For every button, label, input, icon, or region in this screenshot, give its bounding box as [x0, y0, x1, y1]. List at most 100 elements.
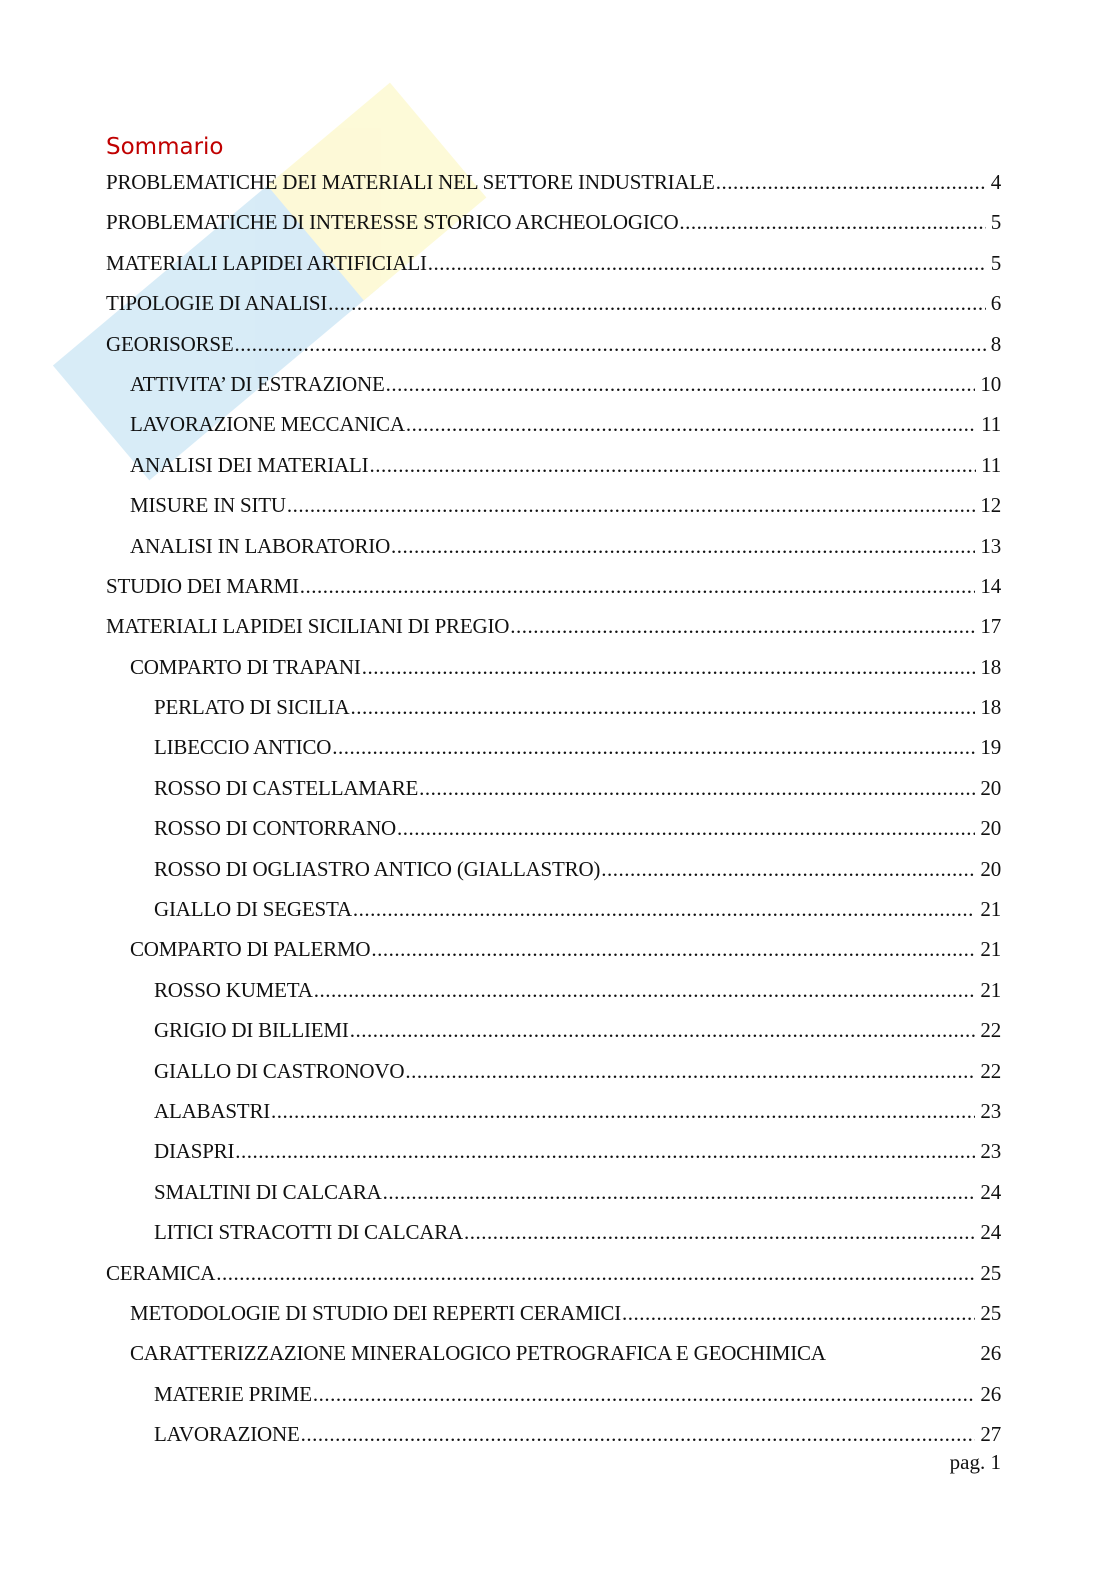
toc-entry-page: 17: [980, 614, 1001, 639]
dot-leader: [716, 170, 986, 195]
toc-entry-label: ROSSO KUMETA: [154, 977, 313, 1002]
toc-entry-page: 22: [980, 1058, 1001, 1083]
dot-leader: [300, 574, 976, 599]
toc-entry-page: 5: [990, 210, 1002, 235]
toc-entry[interactable]: MATERIALI LAPIDEI ARTIFICIALI 5: [106, 251, 1001, 291]
toc-entry[interactable]: LAVORAZIONE 27: [106, 1422, 1001, 1462]
toc-entry[interactable]: TIPOLOGIE DI ANALISI 6: [106, 291, 1001, 331]
toc-entry[interactable]: GRIGIO DI BILLIEMI 22: [106, 1018, 1001, 1058]
toc-entry-label: ROSSO DI CONTORRANO: [154, 816, 397, 841]
dot-leader: [391, 534, 975, 559]
dot-leader: [397, 816, 975, 841]
dot-leader: [235, 332, 986, 357]
toc-entry-label: METODOLOGIE DI STUDIO DEI REPERTI CERAMI…: [130, 1300, 621, 1325]
toc-entry-label: CARATTERIZZAZIONE MINERALOGICO PETROGRAF…: [130, 1341, 826, 1366]
dot-leader: [510, 614, 975, 639]
toc-entry-label: ALABASTRI: [154, 1098, 271, 1123]
toc-entry[interactable]: MATERIALI LAPIDEI SICILIANI DI PREGIO 17: [106, 614, 1001, 654]
toc-entry[interactable]: LITICI STRACOTTI DI CALCARA 24: [106, 1220, 1001, 1260]
dot-leader: [679, 210, 985, 235]
toc-entry-page: 6: [990, 291, 1002, 316]
dot-leader: [406, 412, 976, 437]
toc-entry-label: SMALTINI DI CALCARA: [154, 1179, 382, 1204]
toc-entry-label: STUDIO DEI MARMI: [106, 573, 299, 598]
toc-entry[interactable]: LIBECCIO ANTICO 19: [106, 735, 1001, 775]
toc-entry-label: PERLATO DI SICILIA: [154, 695, 350, 720]
dot-leader: [271, 1099, 975, 1124]
toc-entry[interactable]: PROBLEMATICHE DI INTERESSE STORICO ARCHE…: [106, 210, 1001, 250]
toc-entry-page: 8: [990, 331, 1002, 356]
dot-leader: [235, 1139, 975, 1164]
dot-leader: [351, 695, 976, 720]
toc-entry-label: PROBLEMATICHE DI INTERESSE STORICO ARCHE…: [106, 210, 679, 235]
dot-leader: [383, 1180, 976, 1205]
page-number: pag. 1: [949, 1450, 1001, 1474]
toc-entry[interactable]: METODOLOGIE DI STUDIO DEI REPERTI CERAMI…: [106, 1301, 1001, 1341]
toc-entry[interactable]: ANALISI IN LABORATORIO 13: [106, 534, 1001, 574]
toc-entry[interactable]: DIASPRI 23: [106, 1139, 1001, 1179]
toc-entry[interactable]: ROSSO KUMETA 21: [106, 978, 1001, 1018]
toc-entry-label: DIASPRI: [154, 1139, 235, 1164]
toc-entry-label: CERAMICA: [106, 1260, 216, 1285]
toc-entry[interactable]: ANALISI DEI MATERIALI 11: [106, 453, 1001, 493]
toc-entry[interactable]: LAVORAZIONE MECCANICA 11: [106, 412, 1001, 452]
toc-entry-page: 21: [980, 977, 1001, 1002]
toc-entry[interactable]: GIALLO DI SEGESTA 21: [106, 897, 1001, 937]
dot-leader: [216, 1261, 975, 1286]
toc-entry-page: 19: [980, 735, 1001, 760]
dot-leader: [314, 978, 976, 1003]
toc-entry-page: 11: [981, 412, 1001, 437]
toc-entry[interactable]: CARATTERIZZAZIONE MINERALOGICO PETROGRAF…: [106, 1341, 1001, 1381]
toc-entry[interactable]: PERLATO DI SICILIA 18: [106, 695, 1001, 735]
toc-entry-page: 5: [990, 250, 1002, 275]
toc-entry[interactable]: PROBLEMATICHE DEI MATERIALI NEL SETTORE …: [106, 170, 1001, 210]
toc-entry-label: LAVORAZIONE MECCANICA: [130, 412, 405, 437]
toc-entry-label: PROBLEMATICHE DEI MATERIALI NEL SETTORE …: [106, 170, 715, 194]
toc-entry-page: 26: [980, 1341, 1001, 1366]
toc-entry-page: 23: [980, 1139, 1001, 1164]
toc-entry-page: 24: [980, 1179, 1001, 1204]
dot-leader: [419, 776, 975, 801]
dot-leader: [622, 1301, 975, 1326]
toc-entry-page: 23: [980, 1098, 1001, 1123]
toc-entry-label: GEORISORSE: [106, 331, 234, 356]
toc-entry[interactable]: STUDIO DEI MARMI 14: [106, 574, 1001, 614]
dot-leader: [405, 1059, 975, 1084]
dot-leader: [386, 372, 976, 397]
toc-entry-label: LAVORAZIONE: [154, 1422, 300, 1447]
toc-entry[interactable]: MATERIE PRIME 26: [106, 1382, 1001, 1422]
toc-entry[interactable]: SMALTINI DI CALCARA 24: [106, 1180, 1001, 1220]
toc-entry[interactable]: COMPARTO DI PALERMO 21: [106, 937, 1001, 977]
toc-entry-label: COMPARTO DI PALERMO: [130, 937, 371, 962]
toc-entry[interactable]: ATTIVITA’ DI ESTRAZIONE 10: [106, 372, 1001, 412]
toc-entry[interactable]: CERAMICA 25: [106, 1261, 1001, 1301]
toc-entry[interactable]: ROSSO DI OGLIASTRO ANTICO (GIALLASTRO) 20: [106, 857, 1001, 897]
toc-entry-label: COMPARTO DI TRAPANI: [130, 654, 361, 679]
toc-entry-label: LITICI STRACOTTI DI CALCARA: [154, 1220, 463, 1245]
toc-entry[interactable]: MISURE IN SITU 12: [106, 493, 1001, 533]
toc-entry[interactable]: ALABASTRI 23: [106, 1099, 1001, 1139]
dot-leader: [362, 655, 976, 680]
toc-entry[interactable]: GEORISORSE 8: [106, 332, 1001, 372]
dot-leader: [353, 897, 975, 922]
dot-leader: [328, 291, 986, 316]
toc-entry[interactable]: ROSSO DI CASTELLAMARE 20: [106, 776, 1001, 816]
toc-entry-page: 25: [980, 1300, 1001, 1325]
toc-entry-page: 18: [980, 695, 1001, 720]
toc-entry-page: 20: [980, 775, 1001, 800]
toc-entry-page: 24: [980, 1220, 1001, 1245]
dot-leader: [332, 735, 975, 760]
dot-leader: [371, 937, 975, 962]
toc-entry[interactable]: ROSSO DI CONTORRANO 20: [106, 816, 1001, 856]
toc-entry-label: LIBECCIO ANTICO: [154, 735, 332, 760]
dot-leader: [601, 857, 975, 882]
toc-entry[interactable]: GIALLO DI CASTRONOVO 22: [106, 1059, 1001, 1099]
toc-entry-page: 22: [980, 1018, 1001, 1043]
dot-leader: [287, 493, 976, 518]
toc-entry-page: 18: [980, 654, 1001, 679]
toc-entry[interactable]: COMPARTO DI TRAPANI 18: [106, 655, 1001, 695]
toc-entry-label: ROSSO DI CASTELLAMARE: [154, 775, 419, 800]
toc-entry-label: GIALLO DI SEGESTA: [154, 897, 352, 922]
toc-entry-label: TIPOLOGIE DI ANALISI: [106, 291, 328, 316]
toc-entry-label: GIALLO DI CASTRONOVO: [154, 1058, 405, 1083]
